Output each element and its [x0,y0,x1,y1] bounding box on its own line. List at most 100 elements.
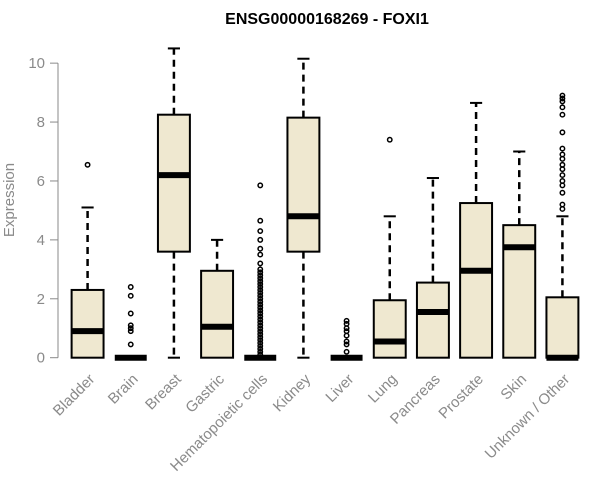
outlier-point [257,281,264,288]
outlier-point [257,313,264,320]
outlier-point [257,251,264,258]
outlier-point [257,301,264,308]
y-tick-label: 0 [37,350,45,367]
box-series [70,47,580,361]
x-tick-label: Lung [365,371,401,407]
box-body [459,202,494,359]
y-tick-label: 8 [37,114,45,131]
outlier-point [257,292,264,299]
box-body [286,116,321,253]
outlier-point [343,348,350,355]
outlier-point [257,334,264,341]
outlier-point [257,348,264,355]
outlier-point [127,322,134,329]
outlier-point [127,325,134,332]
box-group [286,57,321,359]
box-group [70,161,105,359]
outlier-point [257,266,264,273]
box-group [502,150,537,359]
outlier-point [84,161,91,168]
outlier-point [257,316,264,323]
box-group [200,238,235,359]
outlier-point [127,292,134,299]
box-group [415,177,450,359]
outlier-point [257,331,264,338]
x-tick-label: Prostate [435,371,487,423]
box-group [244,182,277,361]
chart-title: ENSG00000168269 - FOXI1 [225,11,429,28]
box-body [156,113,191,253]
outlier-point [257,289,264,296]
outlier-point [257,182,264,189]
outlier-point [559,95,566,102]
box-body [200,269,235,359]
outlier-point [257,217,264,224]
x-tick-label: Liver [322,371,357,406]
outlier-point [257,337,264,343]
x-tick-label: Brain [105,371,142,408]
outlier-point [257,272,264,279]
outlier-point [257,328,264,335]
y-tick-label: 10 [28,55,45,72]
outlier-point [257,351,264,358]
outlier-point [257,269,264,276]
x-tick-label: Bladder [50,371,99,420]
outlier-point [343,338,350,345]
box-group [156,47,191,359]
outlier-point [127,328,134,335]
outlier-point [559,172,566,179]
box-body [70,288,105,359]
outlier-point [257,340,264,346]
outlier-point [559,111,566,118]
box-body [545,296,580,359]
y-tick-label: 4 [37,232,45,249]
y-tick-label: 2 [37,291,45,308]
box-group [545,92,580,361]
box-group [459,101,494,359]
outlier-point [257,319,264,326]
y-tick-label: 6 [37,173,45,190]
outlier-point [257,260,264,267]
outlier-point [559,201,566,208]
outlier-point [257,304,264,311]
outlier-point [127,284,134,290]
outlier-point [343,328,350,335]
box-body [372,299,407,359]
y-axis: 0 2 4 6 8 10 [28,55,59,367]
outlier-point [257,322,264,329]
outlier-point [559,145,566,152]
outlier-point [127,341,134,348]
outlier-point [257,295,264,302]
outlier-point [559,189,566,196]
outlier-point [559,104,566,111]
box-group [372,136,407,359]
box-body [415,281,450,359]
x-tick-label: Breast [142,370,185,413]
outlier-point [257,298,264,305]
outlier-point [127,310,134,317]
outlier-point [257,286,264,293]
outlier-point [343,317,350,324]
outlier-point [257,345,264,352]
outlier-point [257,236,264,243]
outlier-point [257,310,264,317]
box-group [330,317,363,361]
x-tick-label: Kidney [270,370,315,415]
outlier-point [559,129,566,136]
outlier-point [559,161,566,168]
outlier-point [257,342,264,349]
outlier-point [559,98,566,105]
outlier-point [257,284,264,290]
outlier-point [386,136,393,143]
y-axis-label: Expression [1,163,18,237]
outlier-point [257,278,264,285]
outlier-point [559,151,566,158]
box-group [114,284,147,361]
outlier-point [343,320,350,327]
outlier-point [257,325,264,332]
outlier-point [559,178,566,184]
outlier-point [257,307,264,314]
